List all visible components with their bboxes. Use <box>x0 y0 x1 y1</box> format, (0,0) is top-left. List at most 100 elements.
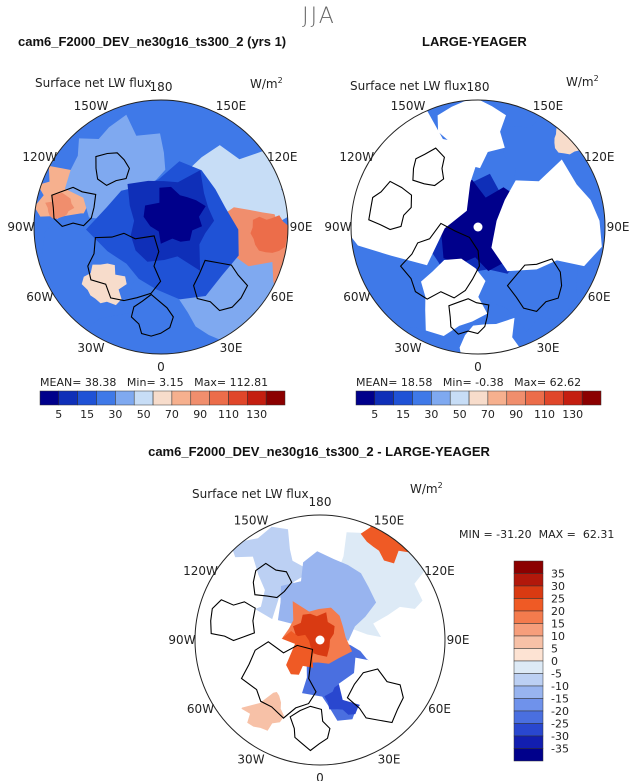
left-colorbar-bin <box>39 390 60 406</box>
diff-panel-title: cam6_F2000_DEV_ne30g16_ts300_2 - LARGE-Y… <box>148 444 490 459</box>
right-lon-label: 60W <box>343 290 370 304</box>
left-lon-label: 30E <box>220 341 243 355</box>
right-colorbar-tick: 50 <box>453 408 467 421</box>
right-colorbar-bin <box>431 390 451 406</box>
left-coastline <box>95 152 131 187</box>
left-colorbar-tick: 50 <box>137 408 151 421</box>
left-colorbar: 5 15 30 50 70 90 110 130 <box>39 390 286 421</box>
diff-lon-label: 30W <box>237 753 264 767</box>
diff-colorbar-tick: -5 <box>551 668 562 681</box>
left-colorbar-bin <box>133 390 154 406</box>
diff-lon-label: 60W <box>187 702 214 716</box>
diff-colorbar-tick: -10 <box>551 680 569 693</box>
right-contour-region <box>554 122 582 155</box>
diff-coastline <box>240 641 317 719</box>
right-colorbar: 5 15 30 50 70 90 110 130 <box>355 390 602 421</box>
left-colorbar-bin <box>209 390 229 406</box>
diff-coastline <box>289 705 331 752</box>
right-colorbar-tick: 5 <box>371 408 378 421</box>
left-colorbar-tick: 130 <box>246 408 267 421</box>
right-map-border <box>350 99 606 355</box>
right-missing-land <box>459 317 524 354</box>
left-units-label: W/m2 <box>250 76 283 91</box>
left-lon-label: 60W <box>26 290 53 304</box>
right-lon-label: 90E <box>607 220 630 234</box>
left-lon-label: 90W <box>7 220 34 234</box>
diff-colorbar-tick: 10 <box>551 630 565 643</box>
left-lon-label: 90E <box>290 220 313 234</box>
right-colorbar-tick: 130 <box>562 408 583 421</box>
diff-lon-label: 150W <box>234 514 269 528</box>
left-colorbar-tick: 70 <box>165 408 179 421</box>
left-stats: MEAN= 38.38 Min= 3.15 Max= 112.81 <box>40 376 269 389</box>
diff-colorbar-tick: -15 <box>551 693 569 706</box>
right-colorbar-bin <box>563 390 583 406</box>
diff-colorbar-bin <box>513 610 544 624</box>
diff-polar-map <box>194 514 446 766</box>
right-stats: MEAN= 18.58 Min= -0.38 Max= 62.62 <box>356 376 582 389</box>
diff-colorbar-tick: -20 <box>551 705 569 718</box>
diff-colorbar-tick: -30 <box>551 730 569 743</box>
left-coastline <box>87 232 162 302</box>
left-colorbar-bin <box>115 390 135 406</box>
right-colorbar-tick: 15 <box>396 408 410 421</box>
diff-colorbar-bin <box>513 685 544 699</box>
left-lon-label: 30W <box>77 341 104 355</box>
right-coastline <box>448 298 490 335</box>
diff-colorbar-bin <box>513 635 544 649</box>
left-coastline <box>130 293 174 337</box>
diff-colorbar-bin <box>513 560 544 574</box>
right-lon-label: 90W <box>324 220 351 234</box>
right-coastline <box>368 180 413 231</box>
left-colorbar-bin <box>58 390 78 406</box>
diff-lon-label: 60E <box>428 702 451 716</box>
right-lon-label: 180 <box>467 80 490 94</box>
diff-colorbar-bin <box>513 748 544 762</box>
right-colorbar-bin <box>544 390 564 406</box>
left-map-border <box>33 99 289 355</box>
diff-coastline <box>210 599 256 642</box>
right-coastline <box>506 258 563 313</box>
right-colorbar-bin <box>581 390 602 406</box>
right-lon-label: 150W <box>391 99 426 113</box>
right-colorbar-bin <box>412 390 432 406</box>
left-colorbar-bin <box>265 390 286 406</box>
diff-variable-label: Surface net LW flux <box>192 487 309 501</box>
right-units-label: W/m2 <box>566 74 599 89</box>
diff-missing-land <box>373 606 442 675</box>
right-missing-land <box>437 100 506 169</box>
diff-colorbar-bin <box>513 735 544 749</box>
right-colorbar-bin <box>449 390 470 406</box>
diff-colorbar-tick: 15 <box>551 618 565 631</box>
diff-colorbar-bin <box>513 660 544 674</box>
right-colorbar-bin <box>525 390 545 406</box>
right-lon-label: 30E <box>537 341 560 355</box>
left-colorbar-tick: 110 <box>218 408 239 421</box>
right-lon-label: 120E <box>584 150 615 164</box>
diff-lon-label: 90W <box>168 633 195 647</box>
right-lon-label: 60E <box>588 290 611 304</box>
diff-colorbar-tick: 25 <box>551 593 565 606</box>
right-polar-map <box>350 99 606 355</box>
diff-colorbar-tick: 30 <box>551 580 565 593</box>
diff-lon-label: 30E <box>378 753 401 767</box>
right-colorbar-tick: 110 <box>534 408 555 421</box>
left-lon-label: 120W <box>22 150 57 164</box>
left-contour-region <box>250 215 288 253</box>
diff-missing-land <box>207 613 298 708</box>
left-lon-label: 0 <box>157 360 165 374</box>
diff-lon-label: 120W <box>183 564 218 578</box>
left-colorbar-tick: 15 <box>80 408 94 421</box>
right-panel-title: LARGE-YEAGER <box>422 34 527 49</box>
left-colorbar-bin <box>190 390 210 406</box>
diff-colorbar-bin <box>513 710 544 724</box>
diff-colorbar-bin <box>513 723 544 737</box>
diff-lon-label: 90E <box>447 633 470 647</box>
right-lon-label: 150E <box>533 99 564 113</box>
right-colorbar-tick: 90 <box>509 408 523 421</box>
diff-colorbar-tick: 0 <box>551 655 558 668</box>
right-coastline <box>412 147 445 187</box>
left-colorbar-bin <box>152 390 173 406</box>
left-colorbar-bin <box>247 390 267 406</box>
